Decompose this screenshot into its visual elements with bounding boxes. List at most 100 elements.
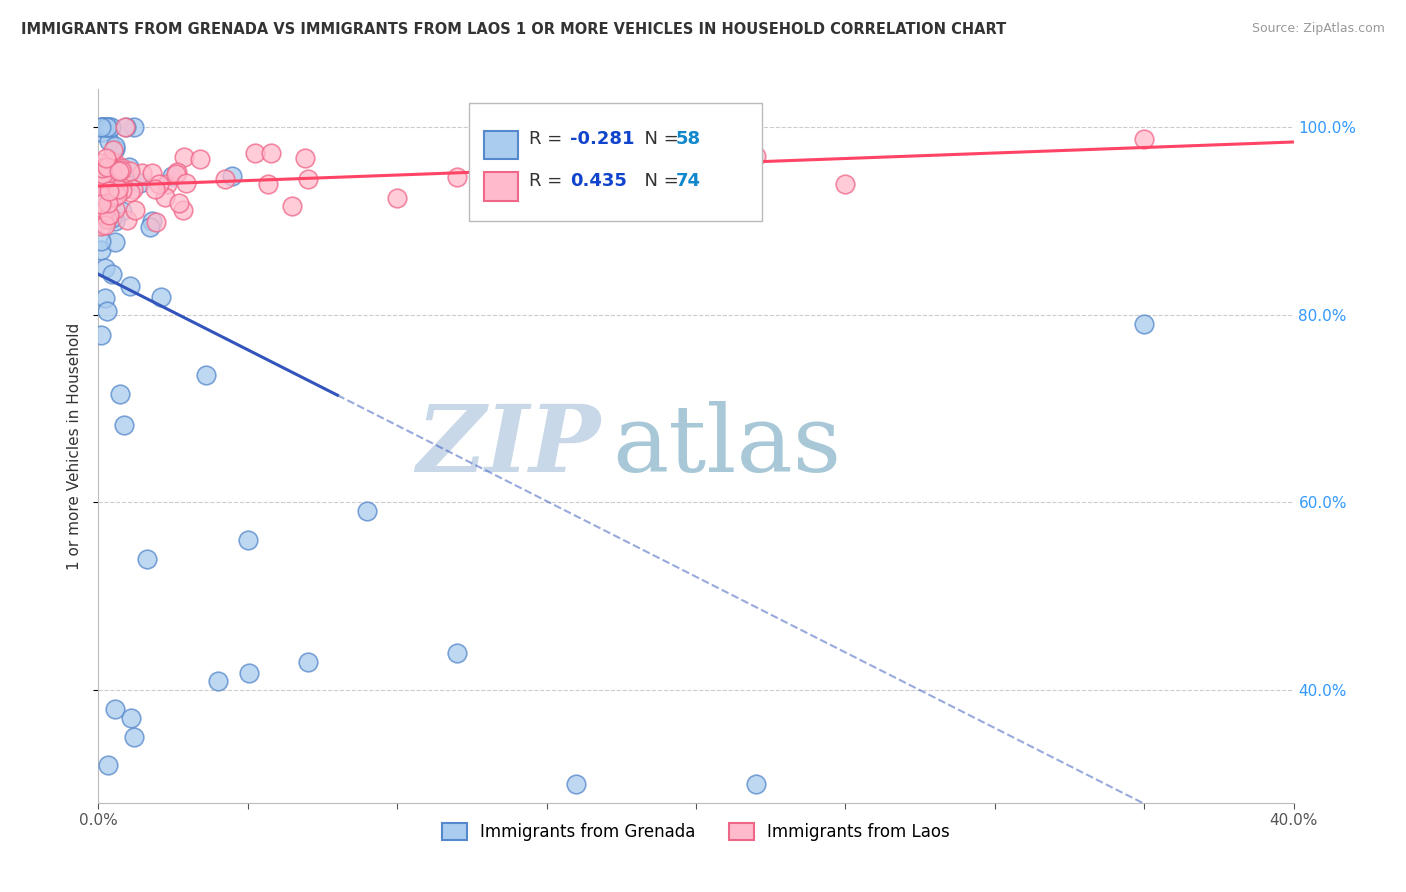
Point	[90, 188, 112, 202]
Point	[96, 120, 118, 134]
Point	[745, 149, 768, 163]
Point	[96, 167, 118, 181]
Point	[98, 161, 121, 175]
Point	[297, 655, 319, 669]
FancyBboxPatch shape	[470, 103, 762, 221]
Point	[96, 120, 118, 134]
Point	[90, 234, 112, 248]
Point	[103, 139, 125, 153]
Text: N =: N =	[633, 130, 685, 148]
Point	[111, 183, 134, 197]
Point	[153, 190, 176, 204]
Point	[139, 220, 162, 235]
Point	[166, 164, 188, 178]
Point	[90, 213, 112, 227]
Point	[111, 161, 134, 176]
Point	[91, 120, 114, 134]
Point	[100, 154, 122, 169]
Text: ZIP: ZIP	[416, 401, 600, 491]
Point	[148, 177, 170, 191]
Text: 74: 74	[676, 171, 700, 189]
Point	[565, 124, 588, 138]
Point	[110, 387, 132, 401]
Point	[260, 146, 283, 161]
Point	[98, 120, 121, 134]
Point	[834, 178, 856, 192]
Point	[221, 169, 243, 184]
Point	[129, 176, 152, 190]
Point	[356, 504, 378, 518]
Point	[90, 120, 112, 134]
Point	[91, 164, 114, 178]
Point	[104, 157, 127, 171]
Point	[124, 202, 146, 217]
Point	[172, 203, 194, 218]
Point	[167, 195, 190, 210]
Point	[131, 166, 153, 180]
Point	[100, 211, 122, 225]
Point	[101, 268, 124, 282]
Point	[446, 646, 468, 660]
Point	[162, 169, 184, 184]
Point	[104, 202, 127, 217]
Point	[446, 169, 468, 184]
Point	[96, 303, 118, 318]
Point	[120, 711, 142, 725]
Point	[117, 212, 139, 227]
Point	[110, 174, 132, 188]
Point	[91, 120, 114, 134]
FancyBboxPatch shape	[485, 172, 517, 201]
Text: atlas: atlas	[613, 401, 842, 491]
Point	[104, 702, 127, 716]
Point	[207, 673, 229, 688]
Text: 0.435: 0.435	[571, 171, 627, 189]
Point	[90, 170, 112, 185]
Point	[214, 172, 236, 186]
Point	[1133, 317, 1156, 331]
Point	[104, 170, 127, 185]
Text: 58: 58	[676, 130, 700, 148]
Point	[122, 730, 145, 744]
Point	[101, 144, 124, 158]
Point	[626, 195, 648, 210]
Point	[90, 166, 112, 180]
Point	[257, 178, 280, 192]
Point	[104, 142, 127, 156]
Point	[108, 164, 131, 178]
Point	[145, 215, 167, 229]
Point	[238, 666, 260, 681]
Point	[94, 152, 117, 166]
Point	[188, 153, 211, 167]
Point	[136, 551, 159, 566]
Point	[156, 177, 179, 191]
Point	[90, 328, 112, 343]
Point	[90, 243, 112, 257]
Point	[94, 218, 117, 232]
Point	[90, 161, 112, 175]
Point	[165, 167, 187, 181]
Point	[90, 219, 112, 234]
Point	[141, 214, 163, 228]
Point	[120, 278, 142, 293]
Point	[506, 143, 529, 157]
Text: R =: R =	[529, 171, 568, 189]
Point	[124, 120, 146, 134]
Text: Source: ZipAtlas.com: Source: ZipAtlas.com	[1251, 22, 1385, 36]
Point	[150, 289, 173, 303]
Point	[98, 208, 121, 222]
Y-axis label: 1 or more Vehicles in Household: 1 or more Vehicles in Household	[67, 322, 83, 570]
Point	[143, 182, 166, 196]
Point	[98, 184, 121, 198]
Point	[93, 167, 115, 181]
Point	[97, 758, 120, 772]
Point	[100, 120, 122, 134]
Point	[91, 120, 114, 134]
Point	[93, 120, 115, 134]
Point	[90, 205, 112, 219]
Point	[236, 533, 259, 548]
Point	[91, 197, 114, 211]
Point	[110, 163, 132, 178]
Point	[90, 125, 112, 139]
Point	[97, 134, 120, 148]
Point	[105, 187, 128, 202]
